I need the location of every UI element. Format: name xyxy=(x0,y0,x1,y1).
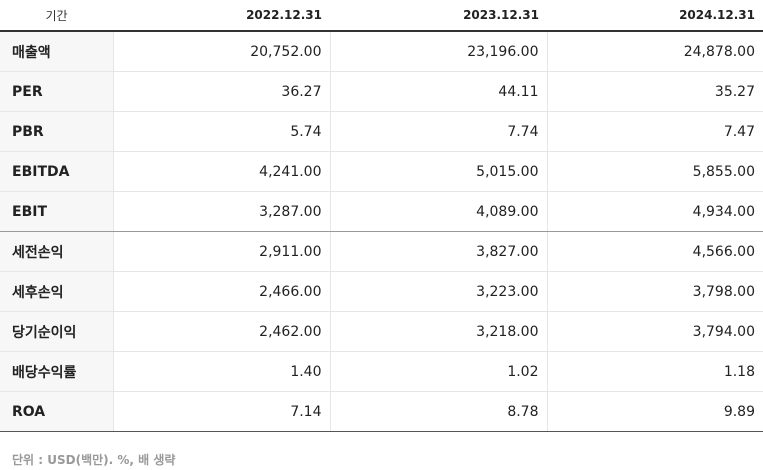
table-cell: 9.89 xyxy=(546,391,763,432)
header-row: 기간 2022.12.31 2023.12.31 2024.12.31 xyxy=(0,0,763,32)
table-row: 당기순이익 2,462.00 3,218.00 3,794.00 xyxy=(0,311,763,352)
row-label: PER xyxy=(0,71,113,112)
table-cell: 2,462.00 xyxy=(112,311,330,352)
table-cell: 3,794.00 xyxy=(546,311,763,352)
table-cell: 3,218.00 xyxy=(329,311,547,352)
row-label: 세후손익 xyxy=(0,271,113,312)
table-cell: 4,566.00 xyxy=(546,231,763,272)
row-label: 당기순이익 xyxy=(0,311,113,352)
table-row: 세전손익 2,911.00 3,827.00 4,566.00 xyxy=(0,231,763,272)
row-label: EBIT xyxy=(0,191,113,232)
table-cell: 2,466.00 xyxy=(112,271,330,312)
table-cell: 4,241.00 xyxy=(112,151,330,192)
table-cell: 20,752.00 xyxy=(112,31,330,72)
row-label: 매출액 xyxy=(0,31,113,72)
table-cell: 1.40 xyxy=(112,351,330,392)
unit-footnote: 단위 : USD(백만). %, 배 생략 xyxy=(12,453,176,467)
year-header-2022: 2022.12.31 xyxy=(113,0,330,32)
row-label: EBITDA xyxy=(0,151,113,192)
year-header-2023: 2023.12.31 xyxy=(330,0,547,32)
table-cell: 24,878.00 xyxy=(546,31,763,72)
table-row: 매출액 20,752.00 23,196.00 24,878.00 xyxy=(0,31,763,72)
table-cell: 1.02 xyxy=(329,351,547,392)
table-cell: 3,798.00 xyxy=(546,271,763,312)
table-cell: 5,855.00 xyxy=(546,151,763,192)
row-label: PBR xyxy=(0,111,113,152)
table-row: 배당수익률 1.40 1.02 1.18 xyxy=(0,351,763,392)
period-header: 기간 xyxy=(0,0,113,32)
table-cell: 3,827.00 xyxy=(329,231,547,272)
table-cell: 4,089.00 xyxy=(329,191,547,232)
table-row: 세후손익 2,466.00 3,223.00 3,798.00 xyxy=(0,271,763,312)
table-cell: 23,196.00 xyxy=(329,31,547,72)
table-cell: 36.27 xyxy=(112,71,330,112)
table-cell: 7.74 xyxy=(329,111,547,152)
table-row: PBR 5.74 7.74 7.47 xyxy=(0,111,763,152)
table-cell: 7.47 xyxy=(546,111,763,152)
row-label: 세전손익 xyxy=(0,231,113,272)
table-cell: 8.78 xyxy=(329,391,547,432)
table-row: ROA 7.14 8.78 9.89 xyxy=(0,391,763,432)
table-cell: 1.18 xyxy=(546,351,763,392)
table-cell: 5.74 xyxy=(112,111,330,152)
year-header-2024: 2024.12.31 xyxy=(547,0,763,32)
table-cell: 35.27 xyxy=(546,71,763,112)
row-label: ROA xyxy=(0,391,113,432)
financial-table: 기간 2022.12.31 2023.12.31 2024.12.31 매출액 … xyxy=(0,0,763,432)
table-cell: 3,287.00 xyxy=(112,191,330,232)
table-cell: 7.14 xyxy=(112,391,330,432)
table-cell: 2,911.00 xyxy=(112,231,330,272)
row-label: 배당수익률 xyxy=(0,351,113,392)
table-cell: 4,934.00 xyxy=(546,191,763,232)
table-row: PER 36.27 44.11 35.27 xyxy=(0,71,763,112)
table-row: EBIT 3,287.00 4,089.00 4,934.00 xyxy=(0,191,763,232)
table-row: EBITDA 4,241.00 5,015.00 5,855.00 xyxy=(0,151,763,192)
table-cell: 44.11 xyxy=(329,71,547,112)
table-cell: 5,015.00 xyxy=(329,151,547,192)
table-cell: 3,223.00 xyxy=(329,271,547,312)
